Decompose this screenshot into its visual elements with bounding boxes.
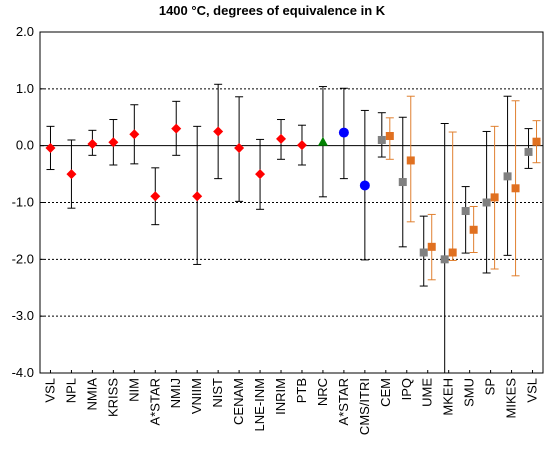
data-point-square	[385, 132, 394, 141]
error-bars	[46, 83, 541, 374]
x-tick-label: CMS/ITRI	[357, 378, 372, 435]
x-tick-label: NRC	[315, 378, 330, 406]
y-tick-label: -3.0	[12, 308, 34, 323]
data-point-circle	[338, 127, 349, 138]
x-tick-label: A*STAR	[336, 378, 351, 425]
data-point-diamond	[129, 129, 140, 140]
x-tick-label: MKEH	[441, 378, 456, 416]
data-point-square	[440, 255, 449, 264]
x-tick-label: SMU	[462, 378, 477, 407]
y-tick-label: 2.0	[16, 24, 34, 39]
y-tick-label: 0.0	[16, 138, 34, 153]
data-point-diamond	[66, 169, 77, 180]
x-tick-label: KRISS	[105, 378, 120, 417]
x-tick-label: UME	[420, 378, 435, 407]
data-point-square	[482, 198, 491, 207]
x-tick-label: IPQ	[399, 378, 414, 400]
data-point-diamond	[296, 140, 307, 151]
data-point-square	[406, 156, 415, 165]
data-point-diamond	[234, 142, 245, 153]
plot-area	[39, 31, 544, 374]
x-tick-label: INRIM	[273, 378, 288, 415]
x-tick-label: MIKES	[504, 378, 519, 419]
x-tick-label: VSL	[525, 378, 540, 403]
data-point-diamond	[255, 169, 266, 180]
x-tick-label: VSL	[42, 378, 57, 403]
x-axis: VSL NPL NMIA KRISS NIM A*STAR NMIJ VNIIM NIST CEN…	[42, 370, 540, 435]
data-point-square	[532, 137, 541, 146]
chart-title: 1400 °C, degrees of equivalence in K	[159, 3, 386, 18]
data-point-diamond	[192, 191, 203, 202]
data-point-square	[469, 225, 478, 234]
data-point-square	[448, 248, 457, 257]
data-point-square	[377, 135, 386, 144]
x-tick-label: CENAM	[231, 378, 246, 425]
x-tick-label: NPL	[63, 378, 78, 403]
grid-layer	[40, 88, 543, 317]
data-point-diamond	[213, 126, 224, 137]
x-tick-label: VNIIM	[189, 378, 204, 414]
x-tick-label: NMIA	[84, 378, 99, 411]
data-point-circle	[359, 180, 370, 191]
x-tick-label: LNE-INM	[252, 378, 267, 431]
x-tick-label: NMIJ	[168, 378, 183, 408]
y-axis: 2.0 1.0 0.0 -1.0 -2.0 -3.0 -4.0	[12, 24, 44, 380]
data-point-square	[419, 248, 428, 257]
y-tick-label: 1.0	[16, 81, 34, 96]
x-tick-label: SP	[483, 378, 498, 395]
data-point-square	[524, 147, 533, 156]
data-point-square	[461, 207, 470, 216]
data-point-diamond	[150, 191, 161, 202]
data-point-square	[490, 193, 499, 202]
data-point-square	[503, 172, 512, 181]
data-point-triangle	[317, 136, 328, 146]
x-tick-label: NIST	[210, 378, 225, 408]
data-point-square	[398, 178, 407, 187]
data-point-square	[511, 184, 520, 193]
x-tick-label: CEM	[378, 378, 393, 407]
x-tick-label: PTB	[294, 378, 309, 403]
y-tick-label: -2.0	[12, 251, 34, 266]
data-point-diamond	[108, 137, 119, 148]
markers	[45, 123, 541, 264]
y-tick-label: -4.0	[12, 365, 34, 380]
data-point-diamond	[45, 142, 56, 153]
data-point-diamond	[171, 123, 182, 134]
data-point-square	[427, 242, 436, 251]
y-tick-label: -1.0	[12, 195, 34, 210]
x-tick-label: NIM	[126, 378, 141, 402]
data-point-diamond	[87, 138, 98, 149]
data-point-diamond	[276, 133, 287, 144]
x-tick-label: A*STAR	[147, 378, 162, 425]
